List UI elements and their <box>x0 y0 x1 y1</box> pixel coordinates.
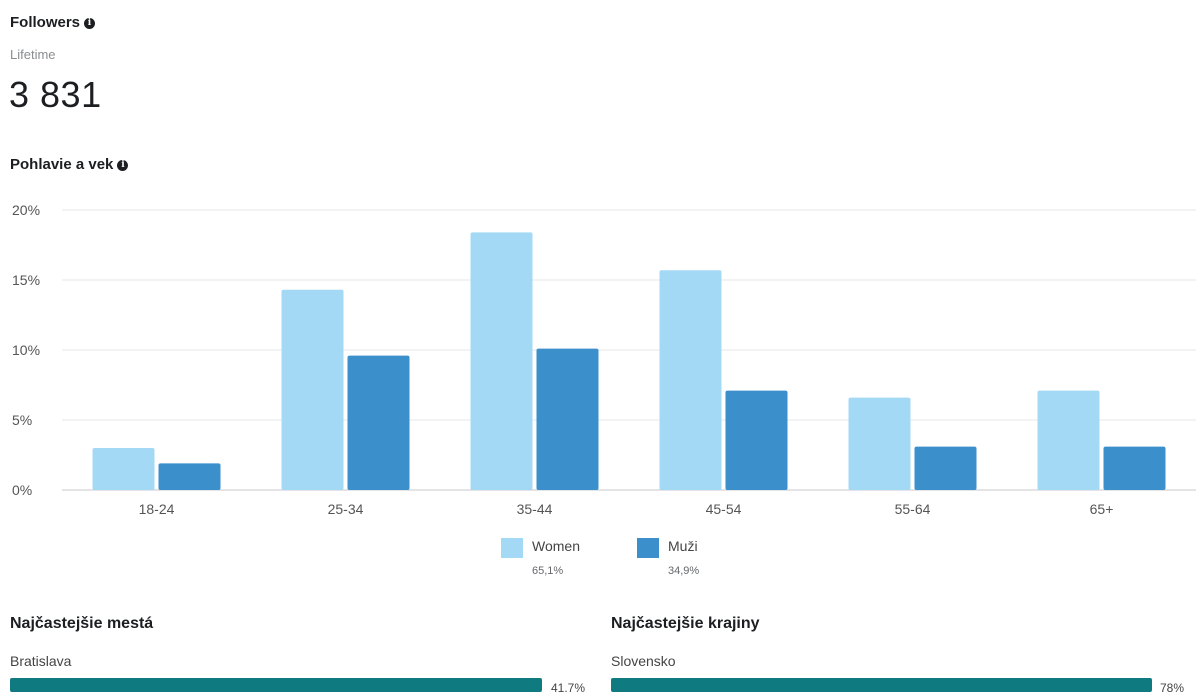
x-tick-label: 25-34 <box>328 501 364 517</box>
top-country-bar <box>611 678 1152 692</box>
gender-age-title-text: Pohlavie a vek <box>10 156 114 173</box>
top-country-pct: 78% <box>1160 681 1185 695</box>
y-tick-label: 0% <box>12 482 32 498</box>
legend-label-men: Muži <box>668 538 698 554</box>
info-icon[interactable]: i <box>84 17 96 29</box>
legend-label-women: Women <box>532 538 580 554</box>
top-city-label: Bratislava <box>10 653 72 669</box>
top-city-bar-track <box>10 678 542 692</box>
bar-women-18-24 <box>92 448 155 490</box>
y-tick-label: 20% <box>12 202 40 218</box>
x-tick-label: 18-24 <box>139 501 175 517</box>
x-tick-label: 35-44 <box>517 501 553 517</box>
bar-men-35-44 <box>536 348 599 490</box>
followers-title: Followers i <box>10 14 96 31</box>
bar-men-18-24 <box>158 463 221 490</box>
legend-swatch-women <box>501 538 523 558</box>
followers-count: 3 831 <box>9 74 102 115</box>
top-city-bar <box>10 678 542 692</box>
legend-pct-women: 65,1% <box>532 565 564 577</box>
followers-title-text: Followers <box>10 14 81 31</box>
bar-women-35-44 <box>470 232 533 490</box>
bar-women-65+ <box>1037 390 1100 490</box>
x-tick-label: 65+ <box>1090 501 1114 517</box>
legend-swatch-men <box>637 538 659 558</box>
bar-men-65+ <box>1103 446 1166 490</box>
info-icon[interactable]: i <box>117 159 129 171</box>
gender-age-chart: 0% 5% 10% 15% 20% 18-24 25-34 35-44 45-54 55-64 65… <box>12 202 1196 517</box>
top-cities-title: Najčastejšie mestá <box>10 615 154 632</box>
y-tick-label: 5% <box>12 412 32 428</box>
gender-age-title: Pohlavie a vek i <box>10 156 129 173</box>
top-city-pct: 41.7% <box>551 681 586 695</box>
bar-men-25-34 <box>347 355 410 490</box>
top-country-label: Slovensko <box>611 653 676 669</box>
top-countries-title: Najčastejšie krajiny <box>611 615 760 632</box>
legend-item-men[interactable]: Muži 34,9% <box>637 536 737 581</box>
y-tick-label: 10% <box>12 342 40 358</box>
bar-women-55-64 <box>848 397 911 490</box>
y-tick-label: 15% <box>12 272 40 288</box>
x-tick-label: 55-64 <box>895 501 931 517</box>
top-country-bar-track <box>611 678 1152 692</box>
followers-period: Lifetime <box>10 47 56 62</box>
legend-pct-men: 34,9% <box>668 565 700 577</box>
x-tick-label: 45-54 <box>706 501 742 517</box>
legend-item-women[interactable]: Women 65,1% <box>501 536 611 581</box>
bar-men-45-54 <box>725 390 788 490</box>
bar-women-25-34 <box>281 289 344 490</box>
bar-men-55-64 <box>914 446 977 490</box>
bar-women-45-54 <box>659 270 722 490</box>
